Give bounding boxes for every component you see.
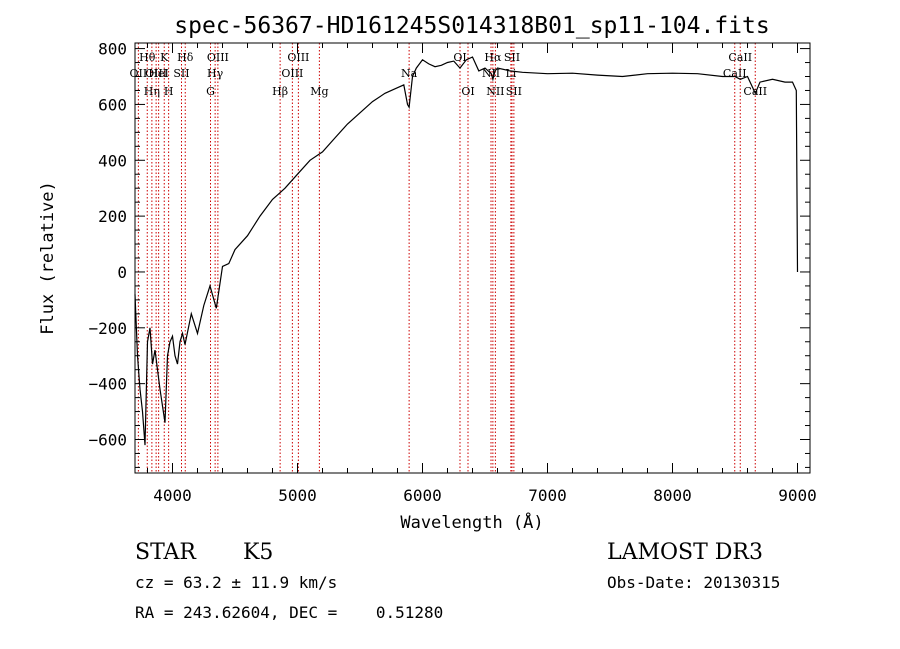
x-axis-label: Wavelength (Å) [400, 511, 543, 533]
y-tick-label: −600 [88, 430, 127, 449]
spectral-line-label: SII [504, 51, 520, 64]
x-tick-label: 8000 [653, 486, 692, 505]
spectral-line-label: OIII [145, 67, 167, 80]
spectral-line-label: NII [486, 85, 504, 98]
plot-frame [134, 42, 811, 474]
spectral-line-label: OIII [281, 67, 303, 80]
y-tick-label: 400 [98, 151, 127, 170]
chart-title: spec-56367-HD161245S014318B01_sp11-104.f… [174, 13, 769, 39]
spectral-line-label: OI [461, 85, 474, 98]
y-axis: −600 −400 −200 0 200 400 600 800 [88, 40, 810, 468]
spectral-line-label: K [160, 51, 169, 64]
spectral-line-label: Hθ [139, 51, 156, 64]
spectral-line-label: Hη [144, 85, 160, 98]
spectral-line-label: Hβ [272, 85, 288, 98]
y-tick-label: −200 [88, 319, 127, 338]
spectrum-series-line [134, 56, 799, 446]
spectral-line-label: OII [130, 67, 148, 80]
spectral-line-label: Hα [484, 51, 502, 64]
y-axis-label: Flux (relative) [38, 181, 58, 335]
y-tick-label: 600 [98, 95, 127, 114]
observation-date: Obs-Date: 20130315 [607, 573, 781, 592]
spectral-line-label: HeI [148, 67, 168, 80]
survey-name: LAMOST DR3 [607, 540, 763, 565]
spectral-line-label: Hδ [177, 51, 194, 64]
spectral-line-label: Na [401, 67, 418, 80]
x-tick-label: 6000 [403, 486, 442, 505]
coordinates: RA = 243.62604, DEC = 0.51280 [135, 603, 444, 622]
object-subclass: K5 [243, 540, 274, 565]
spectral-line-label: G [206, 85, 215, 98]
x-tick-label: 9000 [778, 486, 817, 505]
spectral-line-label: Hγ [207, 67, 224, 80]
spectral-line-label: SII [173, 67, 189, 80]
y-tick-label: −400 [88, 375, 127, 394]
y-tick-label: 800 [98, 40, 127, 59]
object-class: STAR [135, 540, 196, 565]
x-tick-label: 4000 [153, 486, 192, 505]
redshift-velocity: cz = 63.2 ± 11.9 km/s [135, 573, 338, 592]
spectral-line-labels: OIIHθHηOIIIHeIKHSIIHδGHγOIIIHβOIIIOIIIMg… [130, 51, 768, 98]
spectral-line-label: OIII [207, 51, 229, 64]
spectral-line-label: OIII [287, 51, 309, 64]
spectral-line-label: CaII [743, 85, 767, 98]
y-tick-label: 200 [98, 207, 127, 226]
x-tick-label: 7000 [528, 486, 567, 505]
spectral-line-label: CaII [728, 51, 752, 64]
spectral-line-label: Li [505, 67, 516, 80]
y-tick-label: 0 [117, 263, 127, 282]
spectral-line-label: SII [506, 85, 522, 98]
spectral-line-label: Mg [310, 85, 328, 98]
x-axis: 4000 5000 6000 7000 8000 9000 [147, 43, 817, 505]
x-tick-label: 5000 [278, 486, 317, 505]
spectral-line-markers [137, 43, 756, 473]
spectral-line-label: H [164, 85, 174, 98]
spectral-line-label: OI [453, 51, 466, 64]
